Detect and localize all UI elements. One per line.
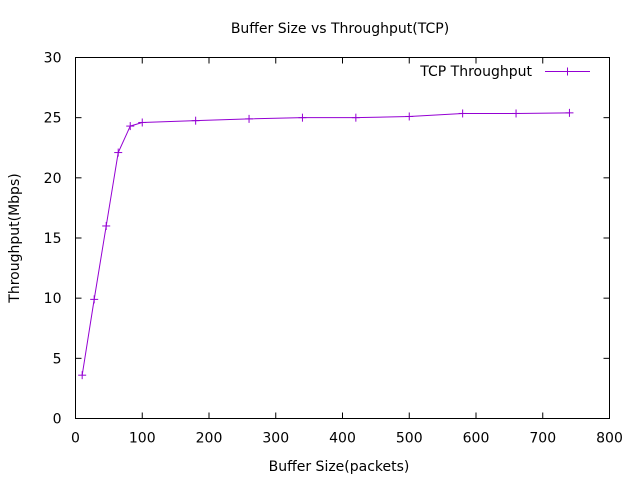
y-tick-label: 30 (44, 51, 62, 67)
x-tick-label: 300 (262, 431, 289, 447)
data-point (298, 113, 307, 122)
y-tick-label: 0 (53, 412, 62, 428)
x-tick-label: 500 (396, 431, 423, 447)
data-point (245, 114, 254, 123)
x-tick-label: 700 (529, 431, 556, 447)
plot-frame (75, 57, 610, 419)
y-axis-ticks: 0 5 10 15 20 25 30 (44, 51, 610, 428)
data-point (114, 148, 123, 157)
legend: TCP Throughput (419, 64, 590, 80)
x-tick-label: 0 (71, 431, 80, 447)
data-point (512, 109, 521, 118)
x-tick-label: 800 (596, 431, 623, 447)
y-tick-label: 25 (44, 111, 62, 127)
x-tick-label: 600 (463, 431, 490, 447)
chart-title: Buffer Size vs Throughput(TCP) (231, 21, 449, 37)
series-layer (78, 108, 574, 380)
data-point (458, 109, 467, 118)
y-tick-label: 5 (53, 351, 62, 367)
data-point (405, 112, 414, 121)
x-tick-label: 100 (129, 431, 156, 447)
data-point (191, 116, 200, 125)
data-point (126, 122, 135, 131)
y-tick-label: 15 (44, 231, 62, 247)
x-tick-label: 200 (196, 431, 223, 447)
data-point (90, 295, 99, 304)
data-point (102, 221, 111, 230)
legend-marker (563, 67, 572, 76)
data-point (351, 113, 360, 122)
data-point (78, 371, 87, 380)
data-point (138, 118, 147, 127)
y-axis-title: Throughput(Mbps) (7, 173, 23, 303)
x-axis-ticks: 0 100 200 300 400 500 600 700 800 (71, 57, 623, 447)
x-axis-title: Buffer Size(packets) (269, 459, 410, 475)
series-line (81, 112, 570, 376)
x-tick-label: 400 (329, 431, 356, 447)
y-tick-label: 20 (44, 171, 62, 187)
y-tick-label: 10 (44, 291, 62, 307)
data-point (565, 108, 574, 117)
legend-label-tcp-throughput: TCP Throughput (419, 64, 532, 80)
